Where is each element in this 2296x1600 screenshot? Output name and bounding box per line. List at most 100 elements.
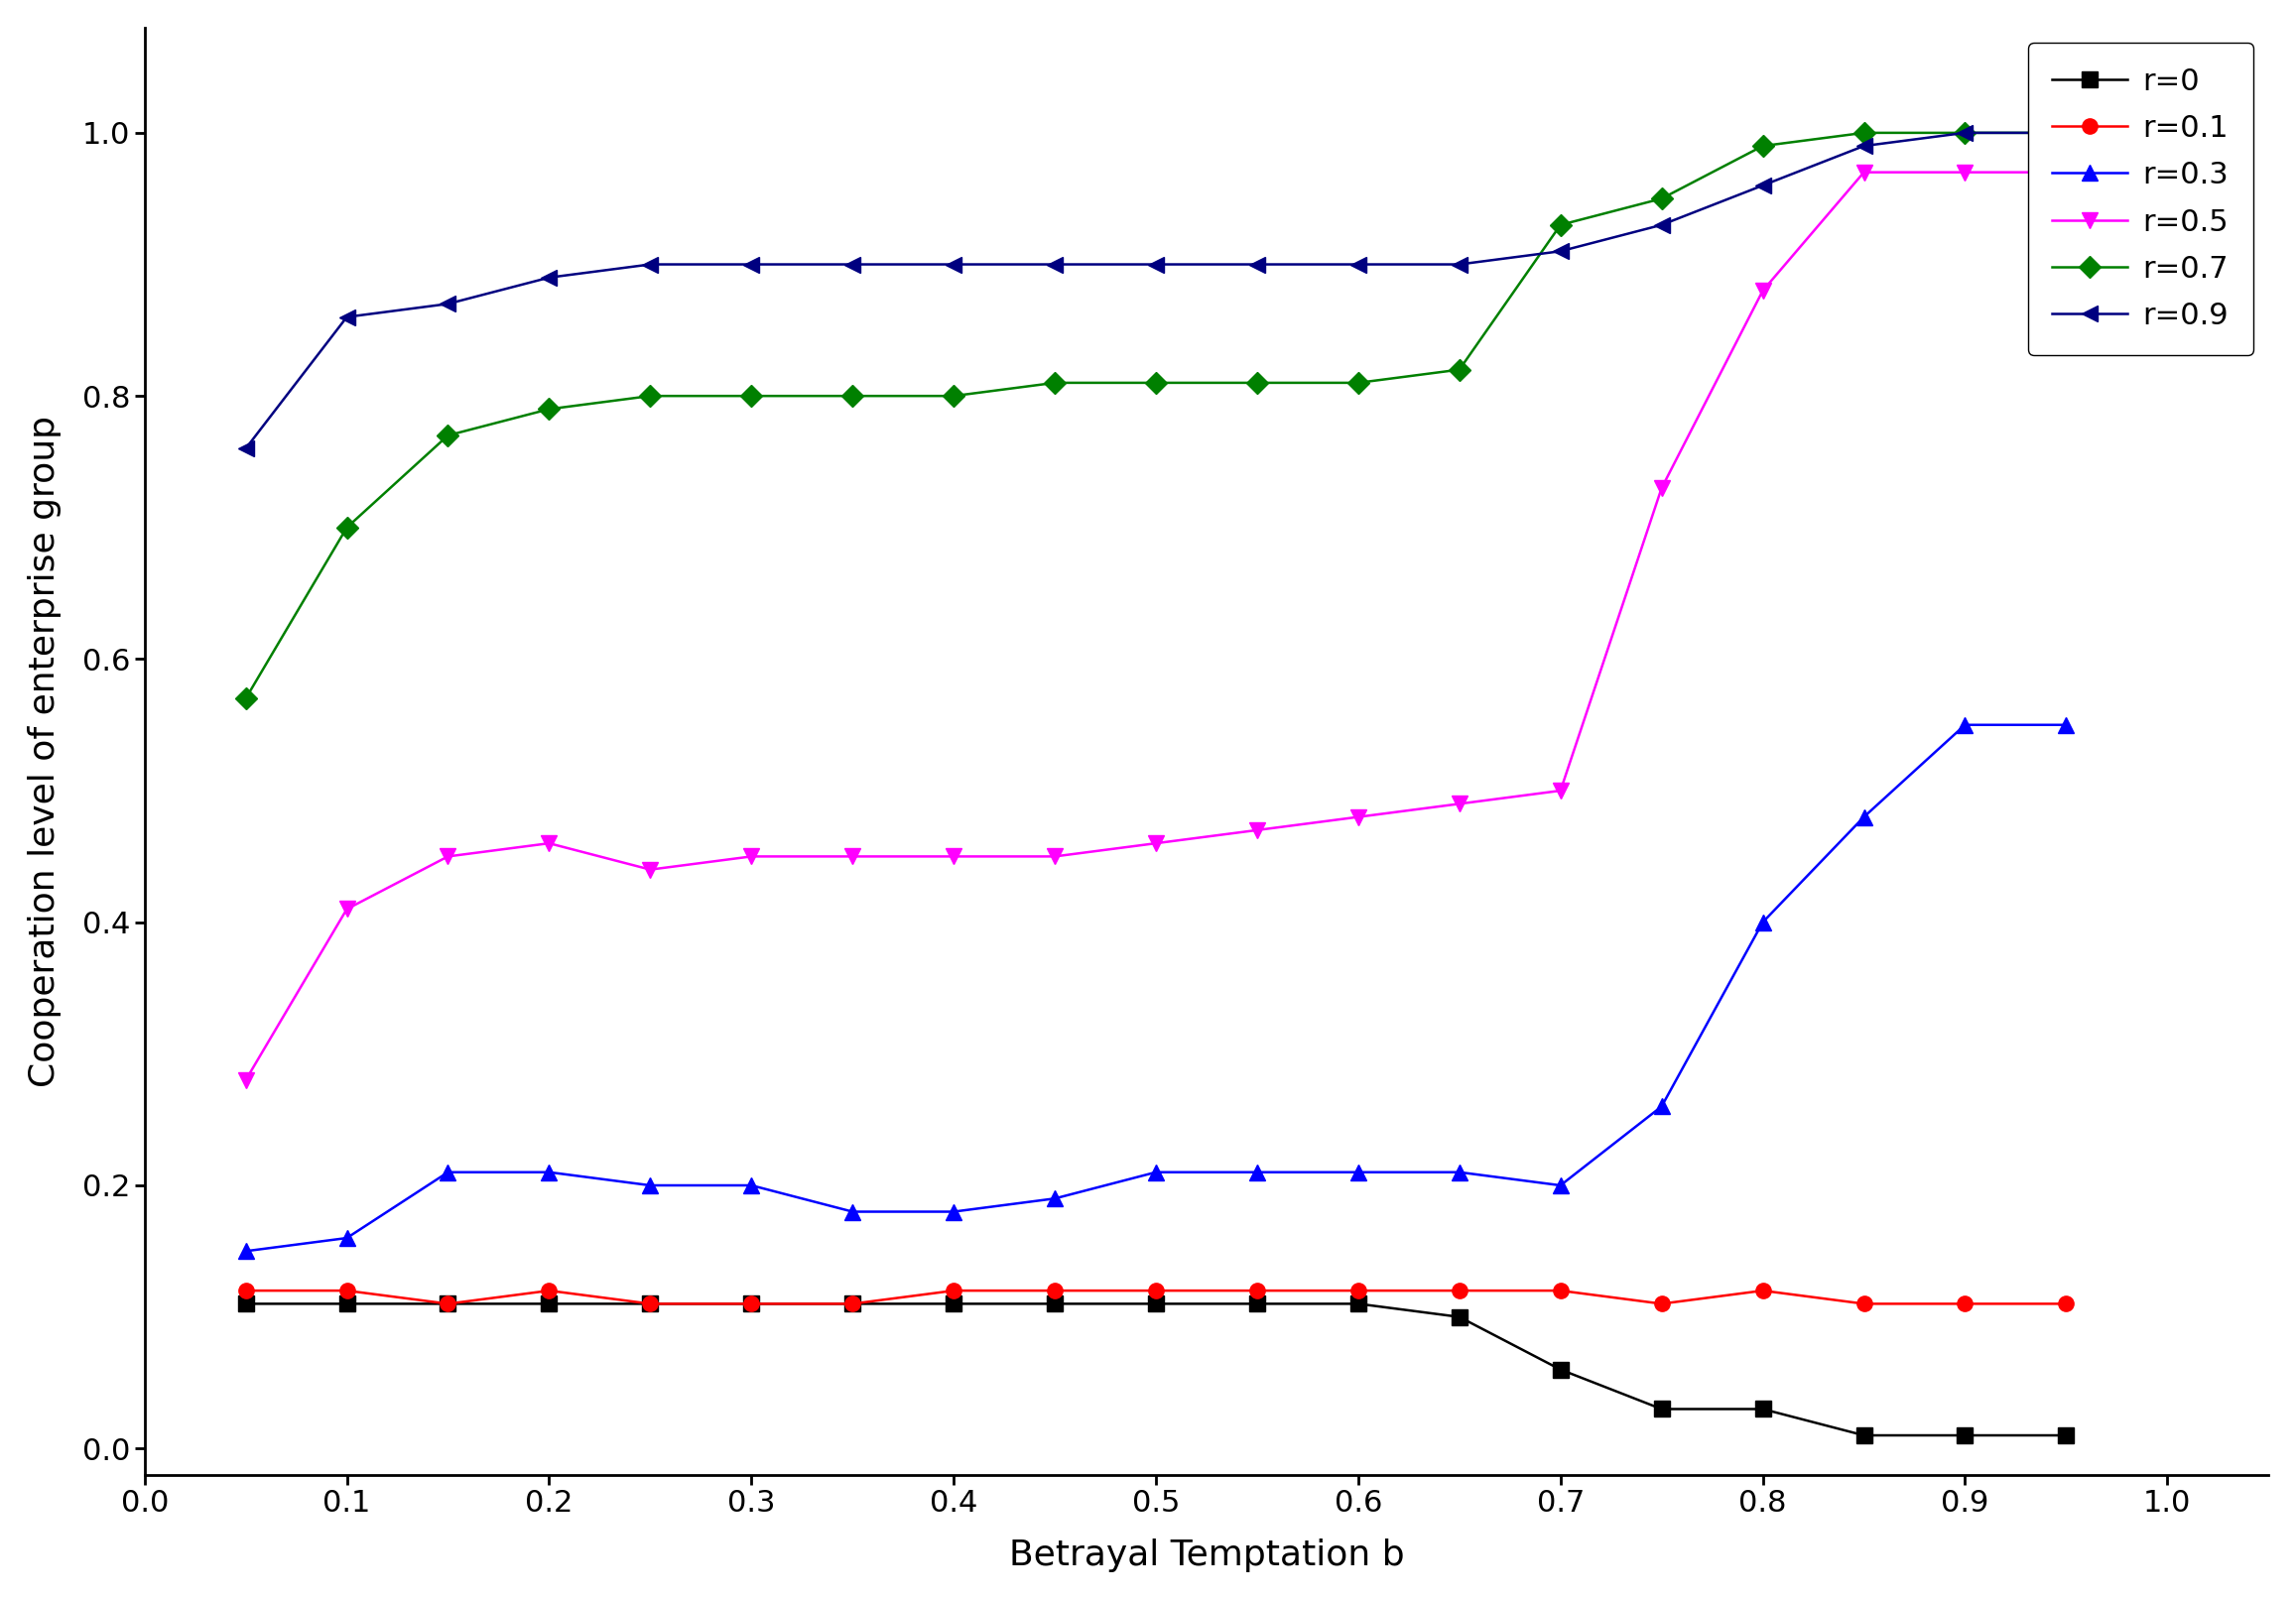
r=0.5 <box>1851 163 1878 182</box>
r=0.1 <box>1548 1282 1575 1301</box>
r=0.3 <box>636 1176 664 1195</box>
r=0.3 <box>737 1176 765 1195</box>
r=0.7 <box>1750 136 1777 155</box>
Line: r=0.1: r=0.1 <box>239 1283 2073 1312</box>
Line: r=0: r=0 <box>239 1296 2073 1443</box>
r=0.3 <box>1649 1098 1676 1117</box>
r=0.7 <box>838 386 866 405</box>
r=0 <box>1649 1400 1676 1419</box>
r=0.1 <box>838 1294 866 1314</box>
r=0.9 <box>1040 254 1068 274</box>
r=0.9 <box>1548 242 1575 261</box>
r=0 <box>1040 1294 1068 1314</box>
r=0.3 <box>939 1202 967 1221</box>
r=0 <box>1548 1360 1575 1379</box>
r=0.7 <box>737 386 765 405</box>
r=0.5 <box>1141 834 1169 853</box>
r=0.7 <box>2053 123 2080 142</box>
r=0.5 <box>1345 808 1373 827</box>
r=0.9 <box>737 254 765 274</box>
r=0.7 <box>636 386 664 405</box>
r=0.3 <box>838 1202 866 1221</box>
r=0.3 <box>535 1163 563 1182</box>
r=0.5 <box>1750 282 1777 301</box>
r=0 <box>1345 1294 1373 1314</box>
r=0.9 <box>333 307 360 326</box>
r=0 <box>1952 1426 1979 1445</box>
Y-axis label: Cooperation level of enterprise group: Cooperation level of enterprise group <box>28 416 62 1086</box>
X-axis label: Betrayal Temptation b: Betrayal Temptation b <box>1008 1539 1405 1573</box>
r=0.9 <box>232 438 259 458</box>
r=0.1 <box>333 1282 360 1301</box>
Line: r=0.5: r=0.5 <box>239 165 2073 1088</box>
r=0.7 <box>535 400 563 419</box>
r=0 <box>434 1294 461 1314</box>
r=0.5 <box>2053 163 2080 182</box>
r=0.5 <box>1548 781 1575 800</box>
r=0 <box>1244 1294 1272 1314</box>
r=0 <box>333 1294 360 1314</box>
r=0.7 <box>1141 373 1169 392</box>
r=0.3 <box>1548 1176 1575 1195</box>
r=0.3 <box>1952 715 1979 734</box>
r=0.9 <box>939 254 967 274</box>
r=0.7 <box>1952 123 1979 142</box>
r=0.1 <box>1750 1282 1777 1301</box>
r=0.9 <box>535 267 563 286</box>
r=0.7 <box>1345 373 1373 392</box>
r=0.5 <box>434 846 461 866</box>
r=0.1 <box>1851 1294 1878 1314</box>
r=0.3 <box>1141 1163 1169 1182</box>
r=0.5 <box>1040 846 1068 866</box>
r=0 <box>1446 1307 1474 1326</box>
r=0.5 <box>333 899 360 918</box>
r=0.3 <box>333 1229 360 1248</box>
r=0.3 <box>1851 808 1878 827</box>
r=0 <box>535 1294 563 1314</box>
r=0.1 <box>1952 1294 1979 1314</box>
r=0.9 <box>838 254 866 274</box>
r=0.1 <box>737 1294 765 1314</box>
r=0.5 <box>838 846 866 866</box>
r=0.5 <box>232 1070 259 1090</box>
Line: r=0.7: r=0.7 <box>239 125 2073 706</box>
r=0.7 <box>1548 216 1575 235</box>
r=0 <box>737 1294 765 1314</box>
r=0.9 <box>2053 123 2080 142</box>
r=0.5 <box>535 834 563 853</box>
r=0.1 <box>1244 1282 1272 1301</box>
r=0.3 <box>1345 1163 1373 1182</box>
r=0 <box>939 1294 967 1314</box>
r=0.3 <box>2053 715 2080 734</box>
r=0.1 <box>434 1294 461 1314</box>
r=0.5 <box>636 861 664 880</box>
r=0.9 <box>1141 254 1169 274</box>
r=0.7 <box>1446 360 1474 379</box>
r=0.5 <box>1244 821 1272 840</box>
Line: r=0.9: r=0.9 <box>239 125 2073 456</box>
r=0.5 <box>1446 794 1474 813</box>
r=0.5 <box>939 846 967 866</box>
r=0.7 <box>939 386 967 405</box>
r=0.1 <box>232 1282 259 1301</box>
r=0.1 <box>939 1282 967 1301</box>
r=0.3 <box>434 1163 461 1182</box>
r=0.5 <box>737 846 765 866</box>
r=0 <box>232 1294 259 1314</box>
r=0 <box>2053 1426 2080 1445</box>
r=0.9 <box>636 254 664 274</box>
r=0.1 <box>535 1282 563 1301</box>
r=0.7 <box>1244 373 1272 392</box>
r=0.9 <box>434 294 461 314</box>
Line: r=0.3: r=0.3 <box>239 717 2073 1259</box>
r=0.7 <box>434 426 461 445</box>
r=0.1 <box>636 1294 664 1314</box>
r=0.9 <box>1649 216 1676 235</box>
r=0 <box>636 1294 664 1314</box>
r=0.7 <box>1649 189 1676 208</box>
r=0.1 <box>1040 1282 1068 1301</box>
r=0.5 <box>1952 163 1979 182</box>
r=0.3 <box>1244 1163 1272 1182</box>
r=0.9 <box>1345 254 1373 274</box>
r=0.3 <box>1750 912 1777 931</box>
